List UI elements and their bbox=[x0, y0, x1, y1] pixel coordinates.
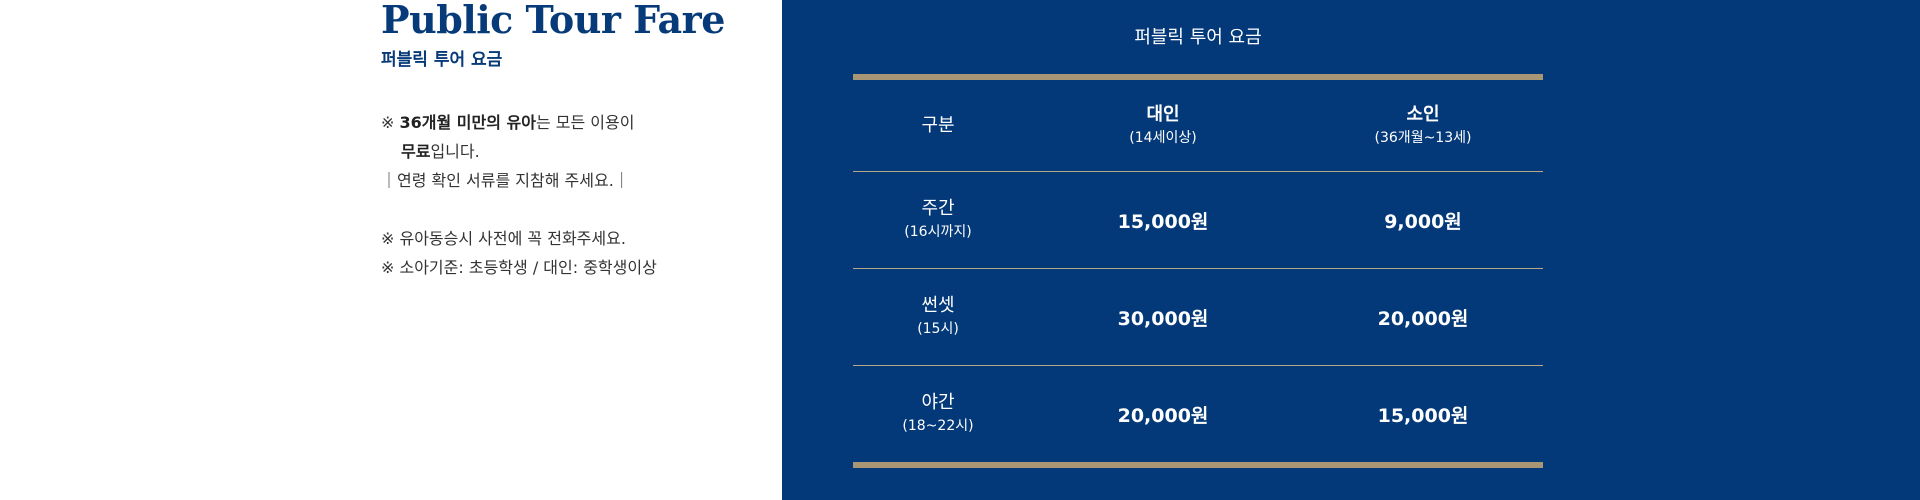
fare-table-title: 퍼블릭 투어 요금 bbox=[1134, 27, 1262, 48]
row-name: 썬셋 bbox=[921, 295, 955, 316]
page-title: Public Tour Fare bbox=[381, 0, 725, 42]
table-header-row: 구분 대인 (14세이상) 소인 (36개월~13세) bbox=[853, 80, 1543, 171]
note-infant: ※ 36개월 미만의 유아는 모든 이용이 bbox=[381, 113, 635, 132]
fare-table-panel: 퍼블릭 투어 요금 구분 대인 (14세이상) 소인 (36개월~13세) 주간 bbox=[782, 0, 1920, 500]
header-adult: 대인 bbox=[1146, 103, 1180, 125]
row-time: (18~22시) bbox=[902, 418, 974, 434]
table-row: 주간 (16시까지) 15,000원 9,000원 bbox=[853, 172, 1543, 268]
child-price: 9,000원 bbox=[1384, 210, 1462, 233]
row-divider bbox=[853, 171, 1543, 172]
table-row: 썬셋 (15시) 30,000원 20,000원 bbox=[853, 269, 1543, 365]
header-child-age: (36개월~13세) bbox=[1374, 129, 1472, 146]
row-time: (16시까지) bbox=[904, 224, 972, 240]
child-price: 20,000원 bbox=[1377, 307, 1469, 330]
table-bottom-bar bbox=[853, 462, 1543, 468]
row-name: 주간 bbox=[921, 198, 955, 219]
table-top-bar bbox=[853, 74, 1543, 80]
adult-price: 15,000원 bbox=[1117, 210, 1209, 233]
row-name: 야간 bbox=[921, 392, 955, 413]
fare-notes: ※ 36개월 미만의 유아는 모든 이용이 무료입니다. ｜연령 확인 서류를 … bbox=[381, 108, 761, 282]
row-divider bbox=[853, 268, 1543, 269]
fare-info-panel: Public Tour Fare 퍼블릭 투어 요금 ※ 36개월 미만의 유아… bbox=[381, 0, 761, 282]
table-row: 야간 (18~22시) 20,000원 15,000원 bbox=[853, 366, 1543, 462]
row-time: (15시) bbox=[917, 321, 959, 337]
header-child: 소인 bbox=[1406, 103, 1440, 125]
adult-price: 20,000원 bbox=[1117, 404, 1209, 427]
note-infant-highlight: 36개월 미만의 유아 bbox=[399, 113, 536, 132]
header-category: 구분 bbox=[921, 114, 955, 136]
page-subtitle: 퍼블릭 투어 요금 bbox=[381, 50, 503, 70]
header-adult-age: (14세이상) bbox=[1129, 129, 1197, 146]
child-price: 15,000원 bbox=[1377, 404, 1469, 427]
adult-price: 30,000원 bbox=[1117, 307, 1209, 330]
row-divider bbox=[853, 365, 1543, 366]
note-call-ahead: ※ 유아동승시 사전에 꼭 전화주세요. bbox=[381, 229, 626, 248]
note-infant-free: 무료입니다. bbox=[401, 142, 480, 161]
note-free-highlight: 무료 bbox=[401, 142, 431, 161]
fare-table: 퍼블릭 투어 요금 구분 대인 (14세이상) 소인 (36개월~13세) 주간 bbox=[853, 0, 1543, 468]
note-id-docs: ｜연령 확인 서류를 지참해 주세요.｜ bbox=[381, 171, 630, 190]
note-age-criteria: ※ 소아기준: 초등학생 / 대인: 중학생이상 bbox=[381, 258, 657, 277]
